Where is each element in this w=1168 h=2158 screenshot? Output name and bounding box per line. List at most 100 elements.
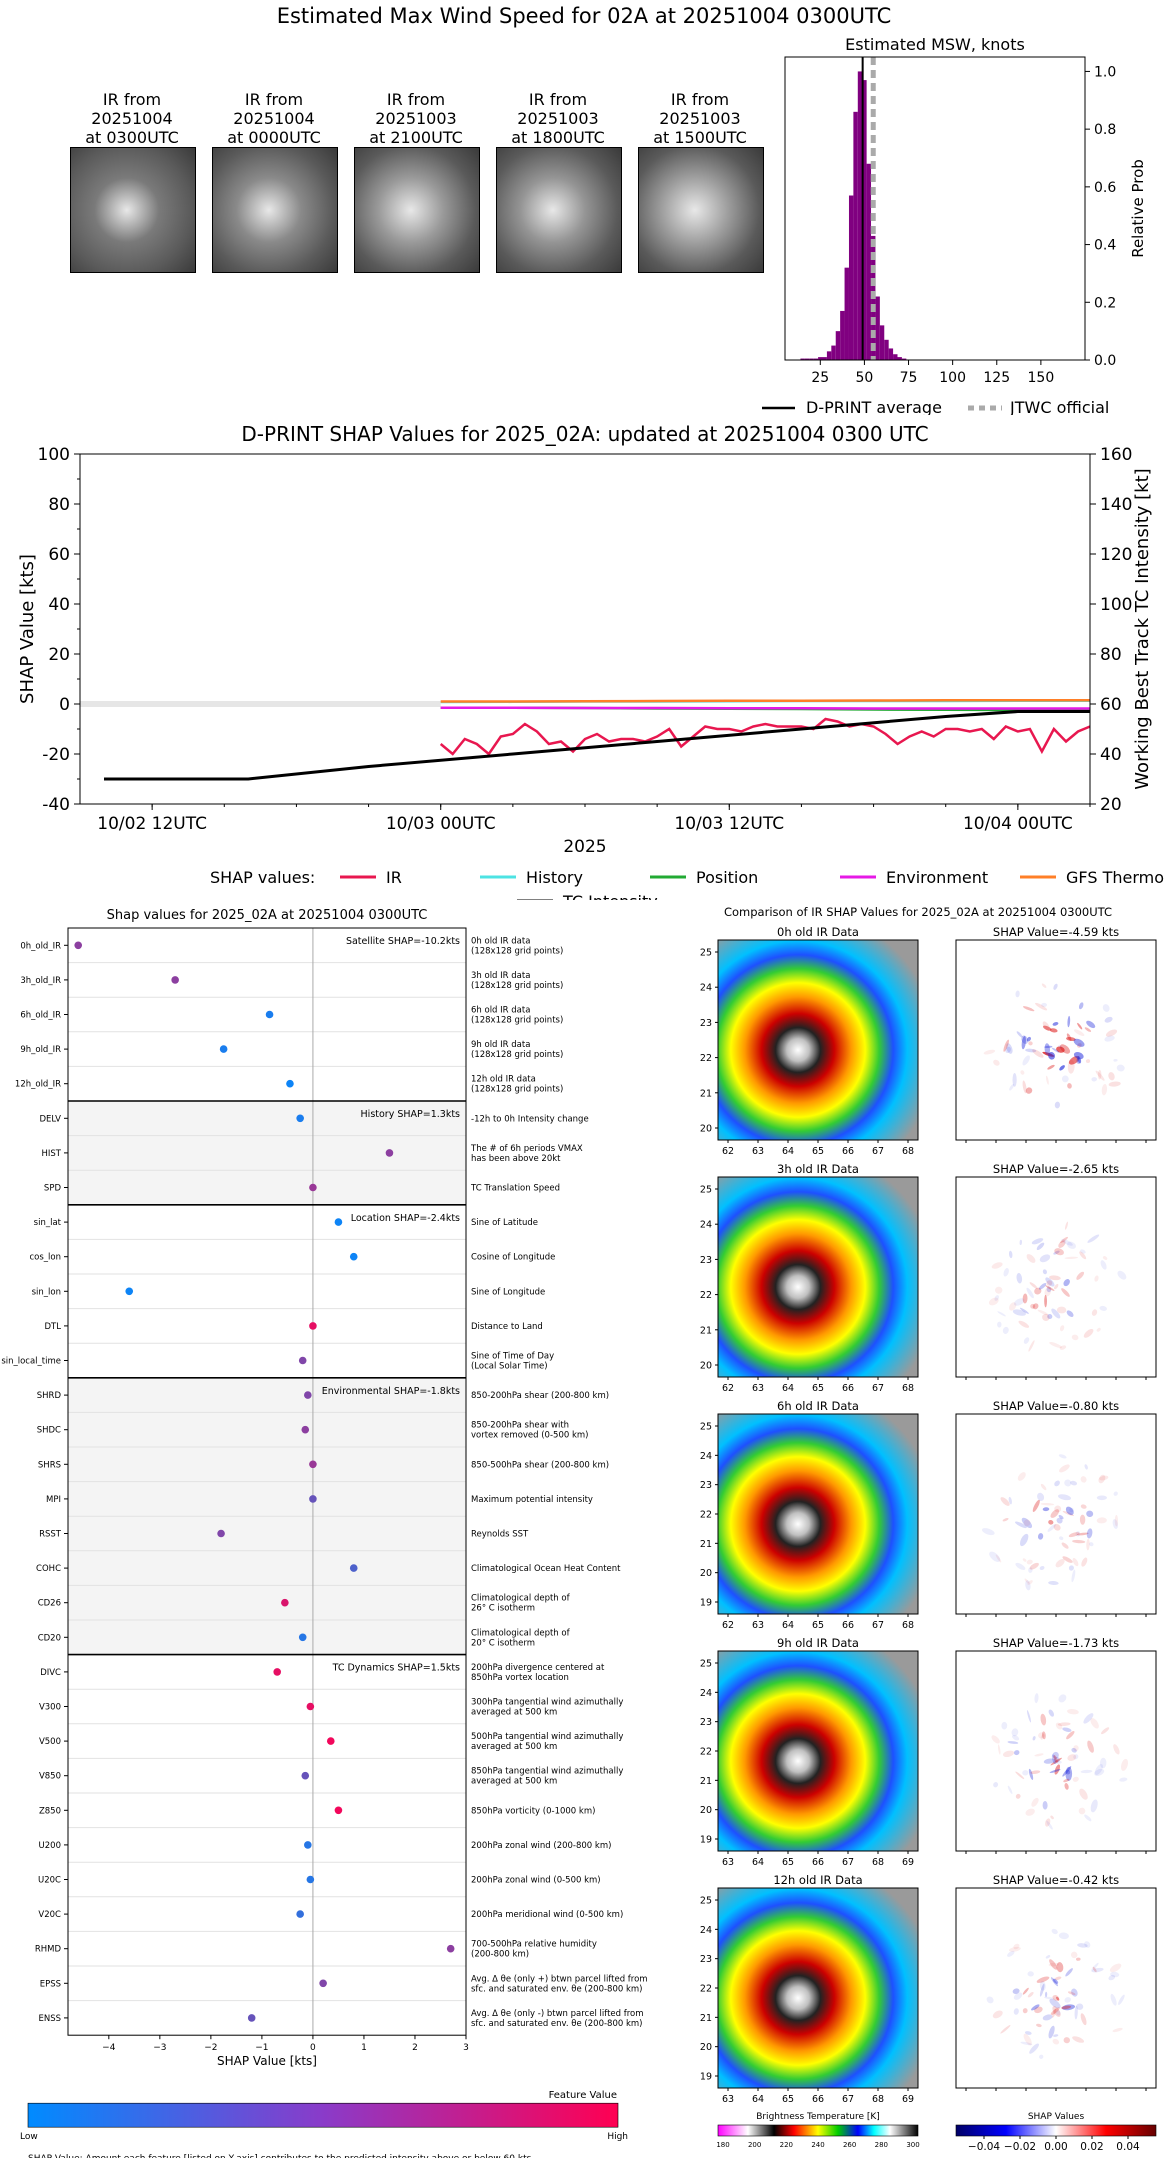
shap-blob xyxy=(1034,2006,1043,2014)
shap-colorbar-tick-label: 0.04 xyxy=(1116,2141,1140,2153)
ir-caption-line: IR from xyxy=(528,90,588,109)
shap-blob xyxy=(1102,1004,1110,1012)
shap-blob xyxy=(1050,2007,1060,2015)
msw-y-tick-label: 1.0 xyxy=(1094,64,1116,80)
shap-blob xyxy=(993,1782,999,1788)
shap-blob xyxy=(1043,1758,1056,1764)
shap-blob xyxy=(1054,1757,1060,1763)
feature-name: 9h_old_IR xyxy=(20,1045,61,1055)
feature-description: has been above 20kt xyxy=(471,1154,561,1164)
feature-name: 6h_old_IR xyxy=(20,1011,61,1021)
dprint-legend-label: D-PRINT average xyxy=(806,398,942,415)
feature-description: Sine of Latitude xyxy=(471,1218,538,1228)
feature-description: 9h old IR data xyxy=(471,1040,530,1050)
shap-blob xyxy=(1048,1962,1059,1967)
shap-blob xyxy=(1039,1254,1051,1263)
feature-shap-point xyxy=(385,1149,394,1157)
feature-x-tick-label: −4 xyxy=(102,2043,116,2053)
feature-name: HIST xyxy=(42,1149,62,1159)
shap-blob xyxy=(1091,1077,1097,1082)
shap-blob xyxy=(1052,1022,1059,1026)
shap-blob xyxy=(993,1059,1000,1066)
shap-blob xyxy=(1046,1820,1053,1830)
shap-blob xyxy=(997,1321,1002,1328)
ir-y-tick-label: 24 xyxy=(700,1925,712,1936)
feature-shap-point xyxy=(74,941,83,950)
shap-blob xyxy=(1066,1310,1074,1317)
feature-x-tick-label: 1 xyxy=(361,2043,367,2053)
legend-label-ir: IR xyxy=(386,868,402,887)
ir-y-tick-label: 23 xyxy=(700,1018,712,1029)
ts-x-tick-label: 10/04 00UTC xyxy=(963,814,1073,834)
shap-blob xyxy=(1064,1783,1069,1790)
ir-y-tick-label: 25 xyxy=(700,1896,712,1907)
shap-blob xyxy=(1042,1507,1050,1512)
shap-blob xyxy=(1047,1064,1055,1070)
legend-label-gfs-thermo: GFS Thermo xyxy=(1066,868,1164,887)
feature-description: Sine of Longitude xyxy=(471,1287,545,1297)
ir-x-tick-label: 69 xyxy=(902,1857,914,1868)
shap-blob xyxy=(1073,1038,1085,1047)
shap-blob xyxy=(1049,1998,1061,2009)
shap-blob xyxy=(1062,1766,1072,1777)
ir-x-tick-label: 67 xyxy=(872,1383,884,1394)
legend-label-position: Position xyxy=(696,868,758,887)
ir-x-tick-label: 68 xyxy=(872,1857,884,1868)
ts-x-tick-label: 10/03 12UTC xyxy=(674,814,784,834)
shap-blob xyxy=(1052,2038,1060,2045)
shap-blob xyxy=(1065,1506,1074,1516)
shap-map xyxy=(955,1650,1157,1852)
shap-blob xyxy=(1113,1491,1118,1496)
feature-description: TC Translation Speed xyxy=(470,1184,560,1194)
shap-blob xyxy=(1015,1521,1027,1529)
feature-description: 850hPa tangential wind azimuthally xyxy=(471,1767,623,1777)
ir-x-tick-label: 63 xyxy=(722,1857,734,1868)
shap-blob xyxy=(1020,2041,1033,2046)
feature-description: 20° C isotherm xyxy=(471,1638,535,1648)
shap-blob xyxy=(1053,2034,1059,2037)
shap-blob xyxy=(1007,1950,1015,1957)
feature-description: (200-800 km) xyxy=(471,1950,529,1960)
feature-x-tick-label: 2 xyxy=(412,2043,418,2053)
shap-blob xyxy=(1028,1041,1033,1046)
msw-bar xyxy=(897,357,902,360)
shap-blob xyxy=(1099,1305,1107,1311)
ts-y-tick-label: 0 xyxy=(59,695,70,715)
feature-shap-point xyxy=(296,1910,304,1918)
shap-blob xyxy=(1032,1499,1040,1512)
feature-colorbar-high: High xyxy=(607,2132,628,2142)
feature-name: U200 xyxy=(39,1841,61,1851)
shap-blob xyxy=(1020,1070,1025,1075)
shap-blob xyxy=(1048,1709,1054,1717)
shap-blob xyxy=(1002,1517,1009,1522)
msw-bar xyxy=(840,310,845,360)
ir-brightness-map xyxy=(717,1650,919,1852)
feature-description: (128x128 grid points) xyxy=(471,1016,563,1026)
msw-bar xyxy=(875,296,880,360)
feature-shap-point xyxy=(306,1702,315,1711)
shap-blob xyxy=(1061,1288,1070,1297)
msw-y-tick-label: 0.6 xyxy=(1094,180,1116,196)
shap-blob xyxy=(1117,1270,1127,1280)
shap-blob xyxy=(997,1311,1006,1317)
ir-panel-title: 9h old IR Data xyxy=(777,1636,859,1650)
shap-blob xyxy=(1097,1069,1102,1080)
feature-shap-point xyxy=(309,1322,317,1330)
shap-blob xyxy=(1023,2033,1032,2046)
shap-blob xyxy=(1118,1994,1125,2005)
shap-blob xyxy=(1021,1035,1029,1044)
shap-blob xyxy=(1017,1472,1026,1481)
shap-blob xyxy=(994,1295,999,1301)
ts-y2-tick-label: 140 xyxy=(1100,495,1132,515)
feature-description: 12h old IR data xyxy=(471,1075,536,1085)
legend-label-history: History xyxy=(526,868,583,887)
shap-panel-title: SHAP Value=-1.73 kts xyxy=(993,1636,1119,1650)
shap-blob xyxy=(1086,1510,1094,1518)
feature-plot-frame xyxy=(67,927,467,2036)
shap-blob xyxy=(1087,1740,1094,1753)
bt-colorbar-tick-label: 180 xyxy=(716,2141,729,2149)
shap-blob xyxy=(1091,1309,1098,1316)
bt-colorbar-tick-label: 280 xyxy=(875,2141,888,2149)
feature-shap-point xyxy=(298,1633,307,1642)
ir-x-tick-label: 67 xyxy=(842,1857,854,1868)
